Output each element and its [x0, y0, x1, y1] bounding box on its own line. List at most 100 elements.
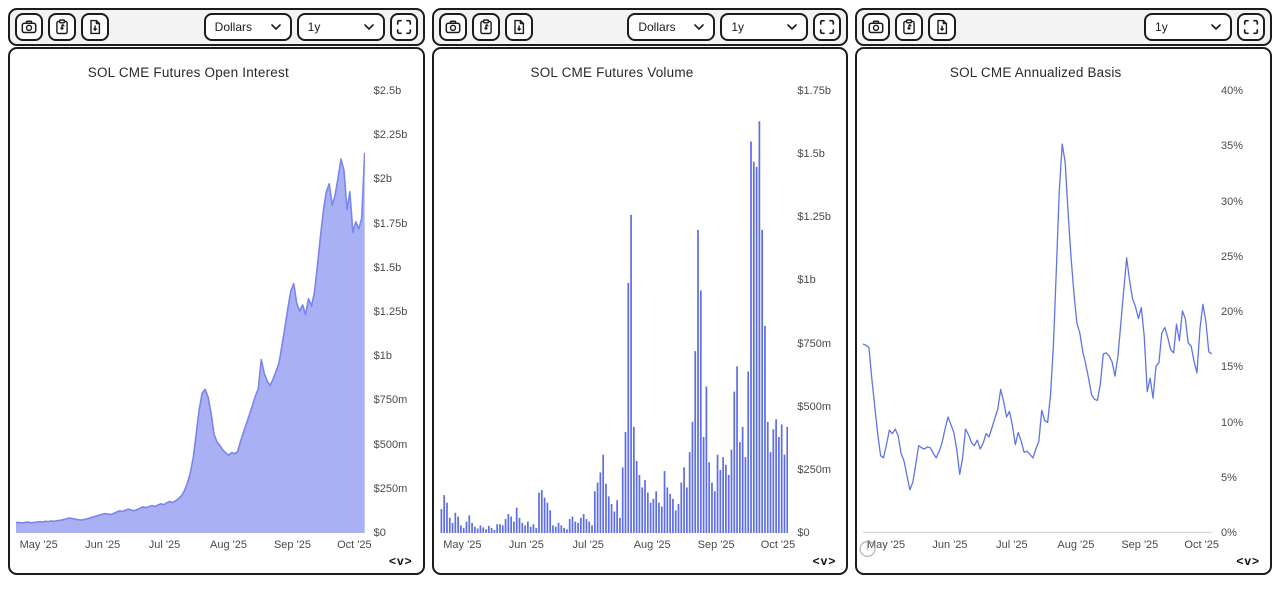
x-tick-label: Sep '25 — [697, 539, 735, 551]
range-select[interactable]: 1y — [296, 13, 385, 41]
y-tick-label: 35% — [1221, 140, 1244, 153]
fullscreen-button[interactable] — [813, 13, 842, 41]
y-tick-label: $2.25b — [373, 129, 408, 142]
y-tick-label: $750m — [797, 337, 831, 350]
basis-panel: 1y SOL CME Annualized Basis 40% 35% 30% 25%… — [855, 8, 1273, 581]
export-file-button[interactable] — [928, 13, 957, 41]
basis-chart[interactable] — [863, 91, 1213, 533]
y-tick-label: 15% — [1221, 361, 1244, 374]
chevron-down-icon — [270, 24, 281, 30]
y-axis-labels: $2.5b $2.25b $2b $1.75b $1.5b $1.25b $1b $750m $… — [367, 49, 423, 573]
range-select[interactable]: 1y — [720, 13, 809, 41]
y-tick-label: $750m — [373, 394, 408, 407]
volume-panel: Dollars 1y SOL CME Futures Volume $1.75b… — [431, 8, 849, 581]
range-select-value: 1y — [1155, 20, 1168, 34]
open-interest-chartbox: SOL CME Futures Open Interest $2.5b $2.25… — [8, 47, 425, 575]
y-tick-label: $250m — [797, 463, 831, 476]
fullscreen-icon — [396, 19, 411, 35]
range-select-value: 1y — [307, 20, 321, 34]
unit-select[interactable]: Dollars — [203, 13, 292, 41]
fullscreen-icon — [820, 19, 835, 35]
x-tick-label: Jun '25 — [932, 539, 968, 551]
chevron-down-icon — [363, 24, 374, 30]
y-tick-label: $1.75b — [797, 85, 831, 97]
panel-toolbar: Dollars 1y — [431, 8, 849, 46]
y-tick-label: $0 — [373, 527, 386, 539]
export-file-button[interactable] — [504, 13, 533, 41]
fullscreen-button[interactable] — [389, 13, 418, 41]
x-tick-label: Sep '25 — [273, 539, 311, 551]
x-tick-label: Oct '25 — [1184, 539, 1219, 551]
range-select[interactable]: 1y — [1144, 13, 1233, 41]
clipboard-icon — [479, 19, 492, 35]
unit-select-value: Dollars — [638, 20, 676, 34]
panel-toolbar: 1y — [855, 8, 1273, 46]
x-tick-label: Jul '25 — [572, 539, 604, 551]
velo-logo: <v> — [1236, 554, 1261, 568]
y-tick-label: 30% — [1221, 195, 1244, 208]
y-tick-label: $1b — [373, 350, 393, 363]
y-tick-label: $250m — [373, 482, 408, 495]
velo-logo: <v> — [388, 554, 413, 568]
y-tick-label: $2b — [373, 173, 393, 186]
x-tick-label: May '25 — [443, 539, 482, 551]
fullscreen-icon — [1243, 19, 1259, 35]
y-tick-label: $1.5b — [797, 148, 825, 161]
y-tick-label: $1.75b — [373, 217, 408, 230]
chart-title: SOL CME Futures Open Interest — [87, 65, 289, 80]
clipboard-icon — [903, 19, 916, 35]
clipboard-icon — [56, 19, 68, 35]
velo-logo: <v> — [812, 554, 837, 568]
x-tick-label: Jun '25 — [508, 539, 544, 551]
y-tick-label: $500m — [797, 400, 831, 413]
y-tick-label: $1b — [797, 274, 816, 287]
unit-select-value: Dollars — [214, 20, 253, 34]
y-tick-label: $0 — [797, 527, 810, 539]
range-select-value: 1y — [731, 20, 745, 34]
chart-title: SOL CME Annualized Basis — [949, 65, 1122, 80]
unit-select[interactable]: Dollars — [627, 13, 716, 41]
clock-icon — [858, 539, 877, 563]
x-tick-label: Jul '25 — [148, 539, 181, 551]
y-tick-label: $1.25b — [373, 306, 408, 318]
camera-icon — [445, 20, 461, 34]
camera-icon — [868, 20, 884, 34]
chart-dashboard: Dollars 1y SOL CME Futures Open Interest… — [8, 8, 1273, 581]
x-tick-label: Sep '25 — [1121, 539, 1159, 551]
y-tick-label: 10% — [1221, 416, 1244, 429]
file-download-icon — [513, 19, 524, 35]
fullscreen-button[interactable] — [1237, 13, 1266, 41]
camera-icon — [21, 20, 37, 34]
y-tick-label: 0% — [1221, 527, 1237, 539]
x-axis-labels: May '25 Jun '25 Jul '25 Aug '25 Sep '25 Oct '… — [434, 539, 847, 555]
y-tick-label: $500m — [373, 438, 408, 451]
x-axis-labels: May '25 Jun '25 Jul '25 Aug '25 Sep '25 Oct '… — [10, 539, 423, 555]
chevron-down-icon — [694, 24, 705, 30]
x-tick-label: Jun '25 — [85, 539, 121, 551]
screenshot-button[interactable] — [438, 13, 467, 41]
chart-title: SOL CME Futures Volume — [530, 65, 694, 80]
y-axis-labels: 40% 35% 30% 25% 20% 15% 10% 5% 0% — [1214, 49, 1270, 573]
volume-chart[interactable] — [440, 91, 789, 533]
y-tick-label: 40% — [1221, 85, 1244, 97]
y-tick-label: $1.5b — [373, 261, 402, 274]
chevron-down-icon — [787, 24, 798, 30]
screenshot-button[interactable] — [862, 13, 891, 41]
y-tick-label: 20% — [1221, 306, 1244, 318]
open-interest-chart[interactable] — [16, 91, 365, 533]
chevron-down-icon — [1211, 24, 1221, 30]
x-tick-label: Oct '25 — [337, 539, 372, 551]
x-tick-label: May '25 — [866, 539, 906, 551]
y-tick-label: $2.5b — [373, 85, 402, 97]
y-tick-label: $1.25b — [797, 211, 831, 224]
y-axis-labels: $1.75b $1.5b $1.25b $1b $750m $500m $250m $0 — [790, 49, 846, 573]
export-file-button[interactable] — [81, 13, 109, 41]
x-tick-label: Aug '25 — [210, 539, 247, 551]
y-tick-label: 25% — [1221, 250, 1244, 263]
copy-data-button[interactable] — [895, 13, 924, 41]
screenshot-button[interactable] — [15, 13, 43, 41]
basis-chartbox: SOL CME Annualized Basis 40% 35% 30% 25% 20%… — [855, 47, 1273, 575]
copy-data-button[interactable] — [471, 13, 500, 41]
x-tick-label: Oct '25 — [760, 539, 796, 551]
copy-data-button[interactable] — [48, 13, 76, 41]
